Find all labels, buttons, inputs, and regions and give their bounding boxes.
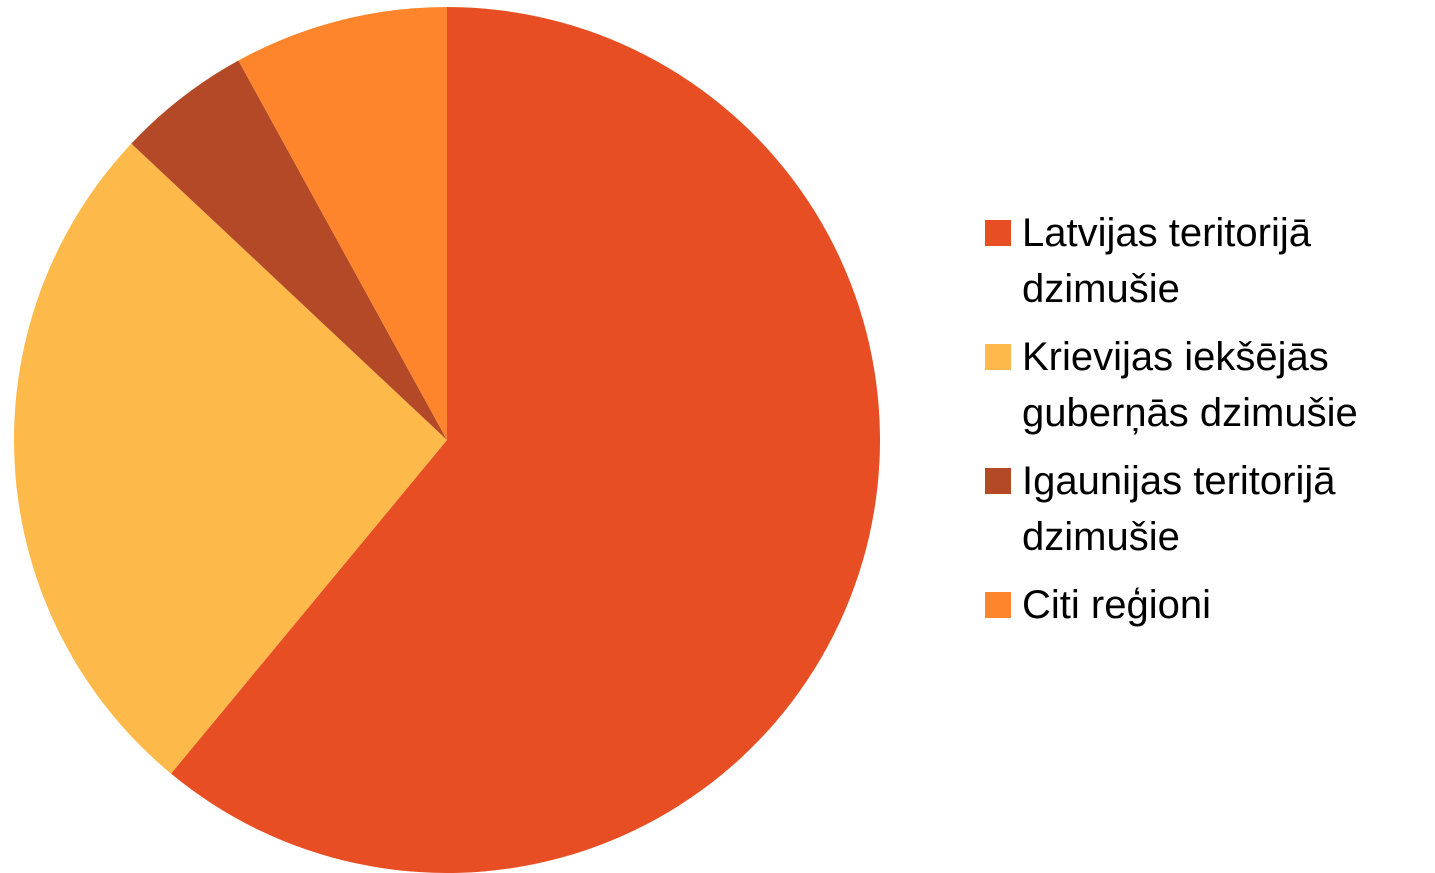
pie-slice: [13, 143, 448, 774]
legend-item: Igaunijas teritorijā dzimušie: [985, 453, 1430, 565]
legend-swatch: [985, 468, 1011, 494]
legend: Latvijas teritorijā dzimušie Krievijas ie…: [985, 205, 1430, 645]
legend-label: Latvijas teritorijā dzimušie: [1022, 211, 1312, 311]
pie-slice: [131, 60, 448, 441]
legend-item: Krievijas iekšējās guberņās dzimušie: [985, 329, 1430, 441]
legend-label: Igaunijas teritorijā dzimušie: [1022, 459, 1336, 559]
legend-swatch: [985, 344, 1011, 370]
legend-label: Citi reģioni: [1022, 583, 1211, 627]
legend-item: Latvijas teritorijā dzimušie: [985, 205, 1430, 317]
chart: [13, 7, 880, 873]
legend-item: Citi reģioni: [985, 577, 1430, 633]
pie-slice: [238, 7, 447, 440]
legend-swatch: [985, 592, 1011, 618]
legend-swatch: [985, 220, 1011, 246]
pie-slice: [170, 7, 880, 873]
legend-label: Krievijas iekšējās guberņās dzimušie: [1022, 335, 1358, 435]
